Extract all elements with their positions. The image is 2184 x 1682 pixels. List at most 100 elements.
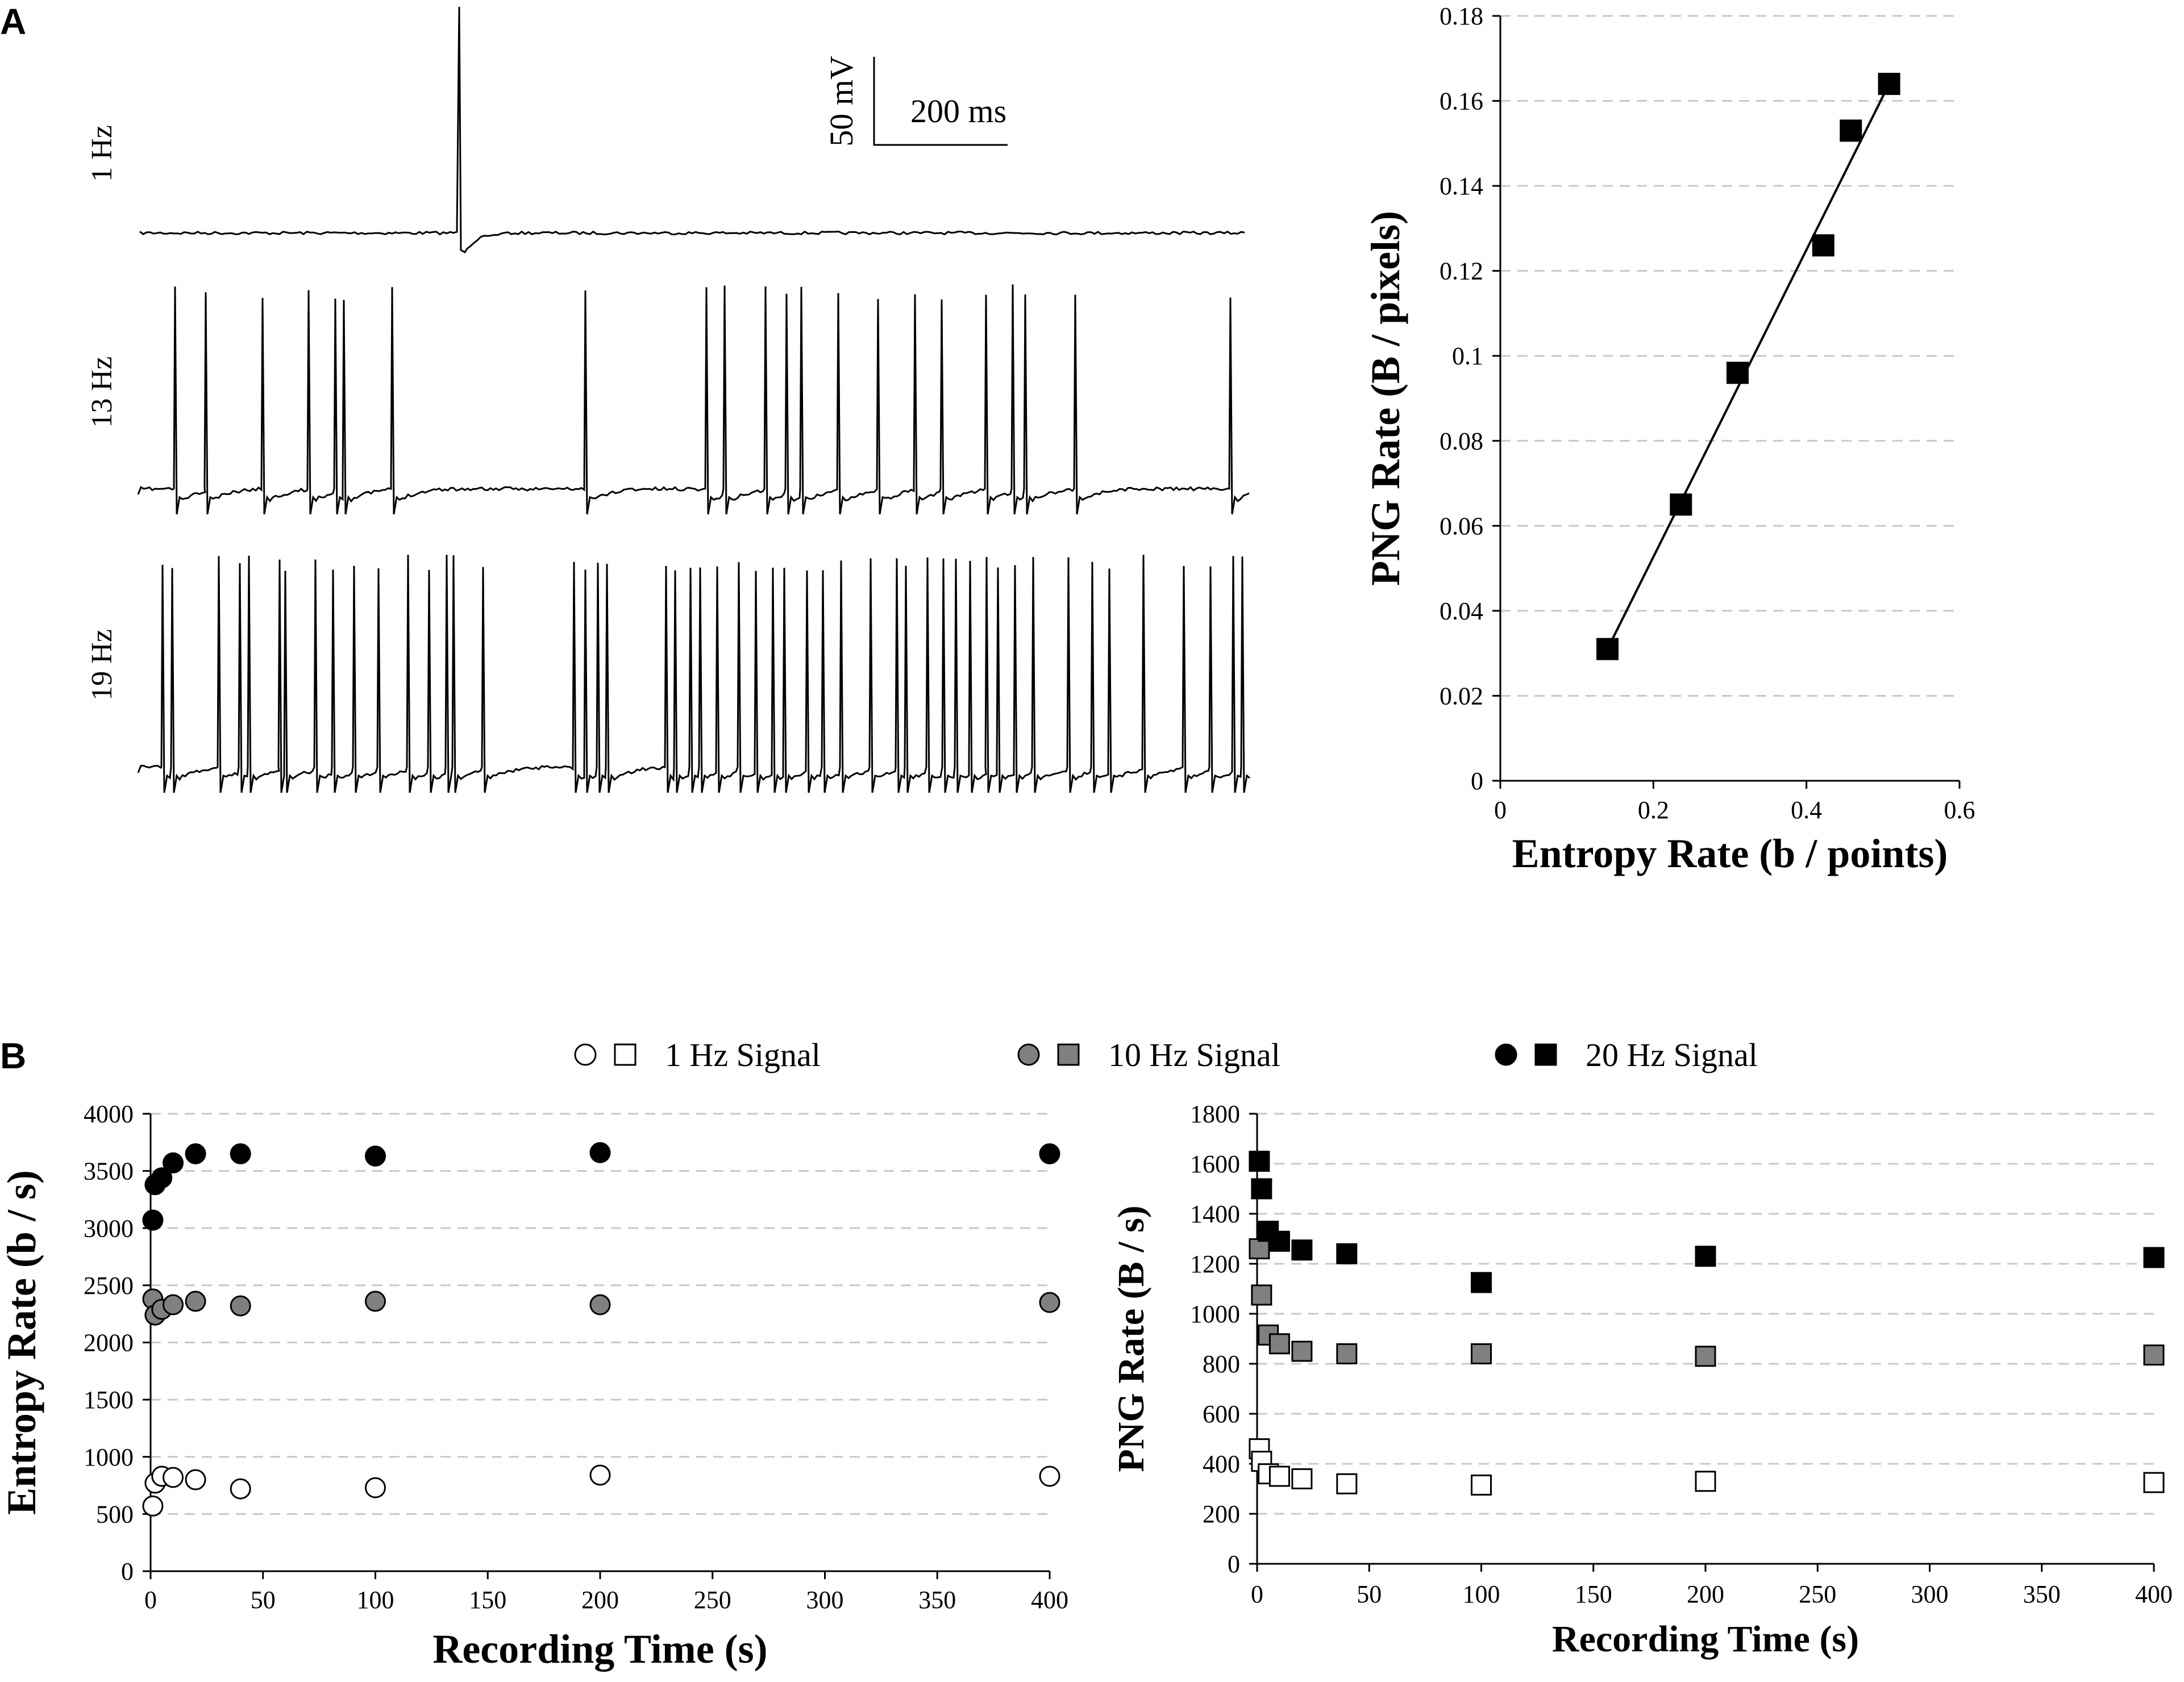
data-point (230, 1478, 251, 1500)
panel-letter-b: B (0, 1035, 26, 1076)
data-point (163, 1152, 184, 1174)
data-point (1670, 493, 1692, 516)
x-tick-label: 350 (2023, 1580, 2061, 1608)
trace-label-1hz: 1 Hz (86, 125, 118, 182)
y-tick-label: 0 (121, 1558, 134, 1585)
data-point (1695, 1346, 1716, 1367)
data-point (1471, 1272, 1492, 1293)
trace-13hz (137, 284, 1250, 515)
data-point (163, 1467, 184, 1488)
y-axis-title: PNG Rate (B / s) (1110, 1205, 1152, 1472)
y-tick-label: 500 (96, 1500, 134, 1528)
y-tick-label: 0.16 (1440, 88, 1483, 115)
x-tick-label: 50 (251, 1586, 276, 1614)
y-tick-label: 4000 (84, 1100, 134, 1128)
y-tick-label: 3500 (84, 1158, 134, 1185)
x-tick-label: 250 (1799, 1580, 1836, 1608)
data-point (589, 1142, 611, 1163)
data-point (1039, 1292, 1060, 1313)
y-tick-label: 1400 (1190, 1200, 1240, 1228)
data-point (1039, 1143, 1060, 1164)
data-point (1268, 1230, 1290, 1252)
scale-bar-lines (873, 57, 1008, 146)
data-point (151, 1167, 173, 1189)
x-axis-title: Recording Time (s) (1552, 1618, 1859, 1660)
x-tick-label: 200 (1687, 1580, 1724, 1608)
data-point (1251, 1284, 1272, 1306)
data-point (1268, 1465, 1290, 1487)
legend-square-marker (1057, 1043, 1080, 1066)
voltage-traces (137, 6, 1250, 793)
y-tick-label: 0 (1228, 1550, 1240, 1578)
data-point (365, 1290, 386, 1312)
chart-png-vs-time: 0 200 400 600 800 1000 1200 1400 1600 1800 0 50 100 1… (1110, 1100, 2173, 1660)
y-tick-label: 1800 (1190, 1100, 1240, 1128)
y-tick-label: 0.08 (1440, 427, 1483, 455)
data-point (1291, 1340, 1313, 1362)
y-tick-label: 1500 (84, 1386, 134, 1414)
scale-bar: 50 mV 200 ms (823, 56, 1008, 147)
data-point (1695, 1246, 1716, 1267)
x-tick-label: 250 (694, 1586, 731, 1614)
y-tick-label: 600 (1203, 1400, 1240, 1428)
trace-1hz (139, 6, 1245, 254)
x-tick-label: 150 (1575, 1580, 1612, 1608)
y-tick-label: 0 (1471, 767, 1483, 795)
legend-label: 20 Hz Signal (1586, 1036, 1758, 1073)
x-tick-label: 0.6 (1944, 796, 1975, 824)
legend-square-marker (614, 1043, 637, 1066)
y-tick-label: 0.04 (1440, 597, 1483, 625)
trace-19hz (137, 555, 1250, 793)
data-point (365, 1145, 386, 1167)
y-tick-label: 1000 (84, 1443, 134, 1471)
scale-bar-voltage: 50 mV (823, 56, 860, 147)
x-tick-label: 100 (1463, 1580, 1500, 1608)
y-tick-label: 1000 (1190, 1300, 1240, 1328)
data-point (1336, 1473, 1358, 1494)
legend: 1 Hz Signal 10 Hz Signal 20 Hz Signal (574, 1036, 1758, 1073)
data-point (1336, 1343, 1358, 1364)
data-point (142, 1209, 164, 1231)
data-point (2143, 1472, 2165, 1493)
data-point (1812, 234, 1834, 257)
x-tick-label: 400 (1031, 1586, 1068, 1614)
x-tick-label: 0.4 (1791, 796, 1822, 824)
data-point (1291, 1468, 1313, 1489)
legend-label: 1 Hz Signal (665, 1036, 821, 1073)
y-tick-label: 0.12 (1440, 257, 1483, 285)
legend-circle-marker (574, 1043, 597, 1066)
x-tick-label: 50 (1357, 1580, 1382, 1608)
data-point (1695, 1471, 1716, 1492)
data-point (1840, 119, 1862, 142)
data-point (589, 1464, 611, 1486)
y-tick-label: 400 (1203, 1450, 1240, 1478)
panel-letter-a: A (0, 1, 26, 42)
scale-bar-time: 200 ms (910, 93, 1006, 130)
x-axis-title: Entropy Rate (b / points) (1512, 831, 1948, 876)
y-tick-label: 800 (1203, 1350, 1240, 1378)
data-point (1336, 1243, 1358, 1264)
data-point (1039, 1465, 1060, 1487)
x-tick-label: 0 (144, 1586, 157, 1614)
data-point (1471, 1343, 1492, 1364)
y-tick-label: 0.06 (1440, 512, 1483, 540)
legend-label: 10 Hz Signal (1108, 1036, 1280, 1073)
trace-label-13hz: 13 Hz (86, 356, 118, 428)
x-tick-label: 300 (806, 1586, 844, 1614)
y-tick-label: 0.14 (1440, 172, 1483, 200)
x-tick-label: 350 (918, 1586, 956, 1614)
data-point (1878, 73, 1900, 95)
data-point (185, 1290, 206, 1312)
x-tick-label: 0 (1494, 796, 1507, 824)
data-point (230, 1143, 251, 1164)
x-tick-label: 200 (581, 1586, 619, 1614)
data-point (2143, 1344, 2165, 1366)
x-tick-label: 0 (1251, 1580, 1263, 1608)
y-tick-label: 1200 (1190, 1250, 1240, 1278)
data-point (185, 1469, 206, 1491)
data-point (1249, 1238, 1270, 1260)
y-tick-label: 2000 (84, 1329, 134, 1357)
data-point (1251, 1178, 1272, 1200)
